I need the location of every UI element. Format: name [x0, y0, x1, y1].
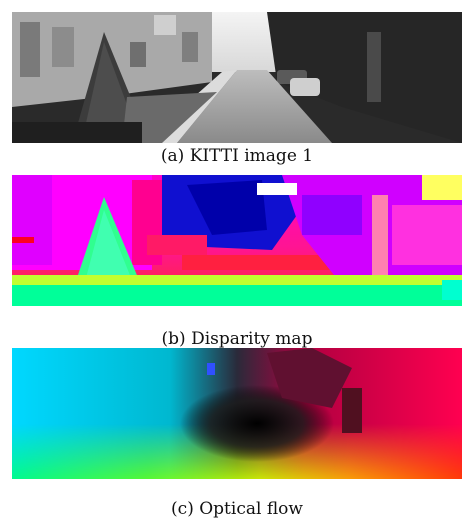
optical-flow-image — [12, 348, 462, 479]
kitti-street-image — [12, 12, 462, 143]
optical-flow-panel — [12, 348, 462, 479]
caption-disparity-map: (b) Disparity map — [161, 329, 313, 349]
disparity-map-panel — [12, 175, 462, 306]
caption-optical-flow: (c) Optical flow — [171, 499, 303, 519]
caption-kitti-image: (a) KITTI image 1 — [160, 146, 314, 166]
disparity-map-image — [12, 175, 462, 306]
kitti-image-panel — [12, 12, 462, 143]
